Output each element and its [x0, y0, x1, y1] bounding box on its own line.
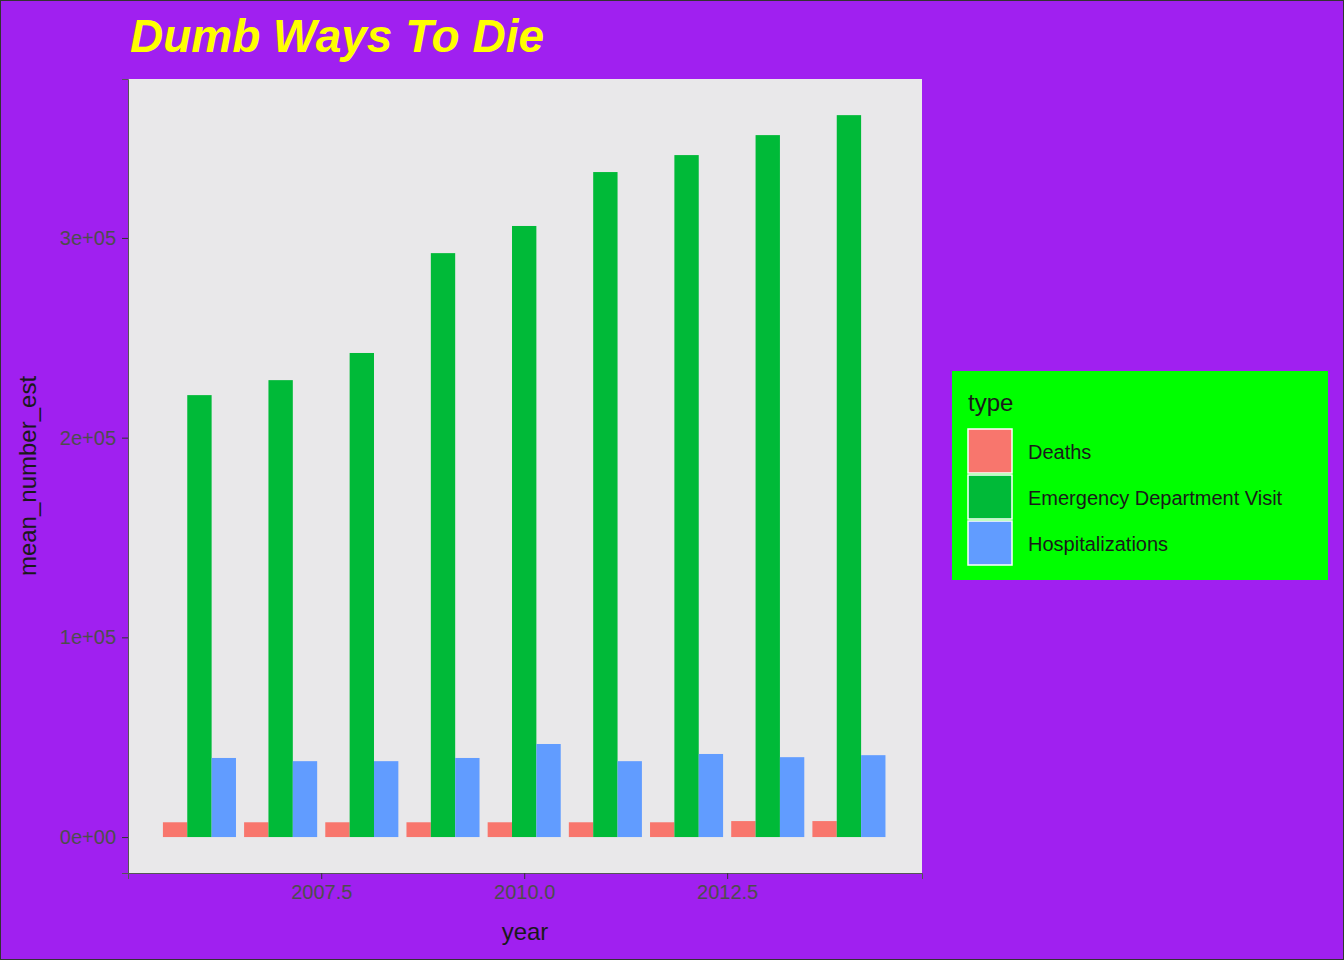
legend-label: Hospitalizations — [1028, 533, 1168, 555]
bar — [780, 757, 804, 837]
bar — [488, 822, 512, 837]
tick: 2007.5 — [291, 873, 352, 903]
bar — [731, 821, 755, 837]
bar — [293, 761, 317, 837]
background — [1, 1, 1344, 960]
y-axis-title: mean_number_est — [14, 376, 41, 576]
bar — [163, 822, 187, 837]
tick-mark — [524, 873, 525, 879]
bar — [756, 135, 780, 837]
tick: 0e+00 — [60, 826, 128, 848]
bar — [212, 758, 236, 837]
bar — [431, 253, 455, 837]
tick-mark — [122, 238, 128, 239]
legend: type Deaths Emergency Department Visit Hosp… — [952, 371, 1328, 580]
bar — [837, 115, 861, 837]
tick-mark — [727, 873, 728, 879]
axis-line — [129, 874, 923, 880]
plot-panel — [128, 79, 922, 873]
y-axis: 0e+00 1e+05 2e+05 3e+05 — [60, 80, 129, 874]
bar — [374, 761, 398, 837]
legend-key — [968, 429, 1012, 473]
tick-mark — [321, 873, 322, 879]
bar — [350, 353, 374, 837]
legend-key — [968, 521, 1012, 565]
tick-label: 2012.5 — [697, 881, 758, 903]
tick-mark — [122, 837, 128, 838]
bar — [268, 380, 292, 837]
tick-label: 2e+05 — [60, 427, 116, 449]
bar — [650, 822, 674, 837]
bar — [187, 395, 211, 837]
legend-key — [968, 475, 1012, 519]
title: Dumb Ways To Die — [130, 10, 544, 62]
tick-label: 1e+05 — [60, 626, 116, 648]
tick-mark — [122, 637, 128, 638]
bar — [618, 761, 642, 837]
bar — [244, 822, 268, 837]
tick: 2010.0 — [494, 873, 555, 903]
bar — [861, 755, 885, 837]
tick-label: 2010.0 — [494, 881, 555, 903]
tick-label: 2007.5 — [291, 881, 352, 903]
legend-title: type — [968, 389, 1013, 416]
tick: 2e+05 — [60, 427, 128, 449]
bar — [512, 226, 536, 837]
bar — [812, 821, 836, 837]
bar — [593, 172, 617, 837]
bar — [325, 822, 349, 837]
bar — [406, 822, 430, 837]
bars — [163, 115, 886, 837]
x-axis: 2007.5 2010.0 2012.5 — [129, 873, 923, 903]
tick: 3e+05 — [60, 227, 128, 249]
bar — [699, 754, 723, 837]
tick-label: 0e+00 — [60, 826, 116, 848]
bar — [569, 822, 593, 837]
legend-label: Deaths — [1028, 441, 1091, 463]
bar — [455, 758, 479, 837]
tick: 2012.5 — [697, 873, 758, 903]
tick: 1e+05 — [60, 626, 128, 648]
bar — [674, 155, 698, 837]
legend-label: Emergency Department Visit — [1028, 487, 1283, 509]
x-axis-title: year — [502, 918, 549, 945]
chart: 2007.5 2010.0 2012.5 0e+00 1e+05 2e+05 3e+05 Du… — [0, 0, 1344, 960]
tick-mark — [122, 438, 128, 439]
axis-line — [122, 80, 129, 874]
legend-box — [952, 371, 1328, 580]
bar — [536, 744, 560, 837]
tick-label: 3e+05 — [60, 227, 116, 249]
